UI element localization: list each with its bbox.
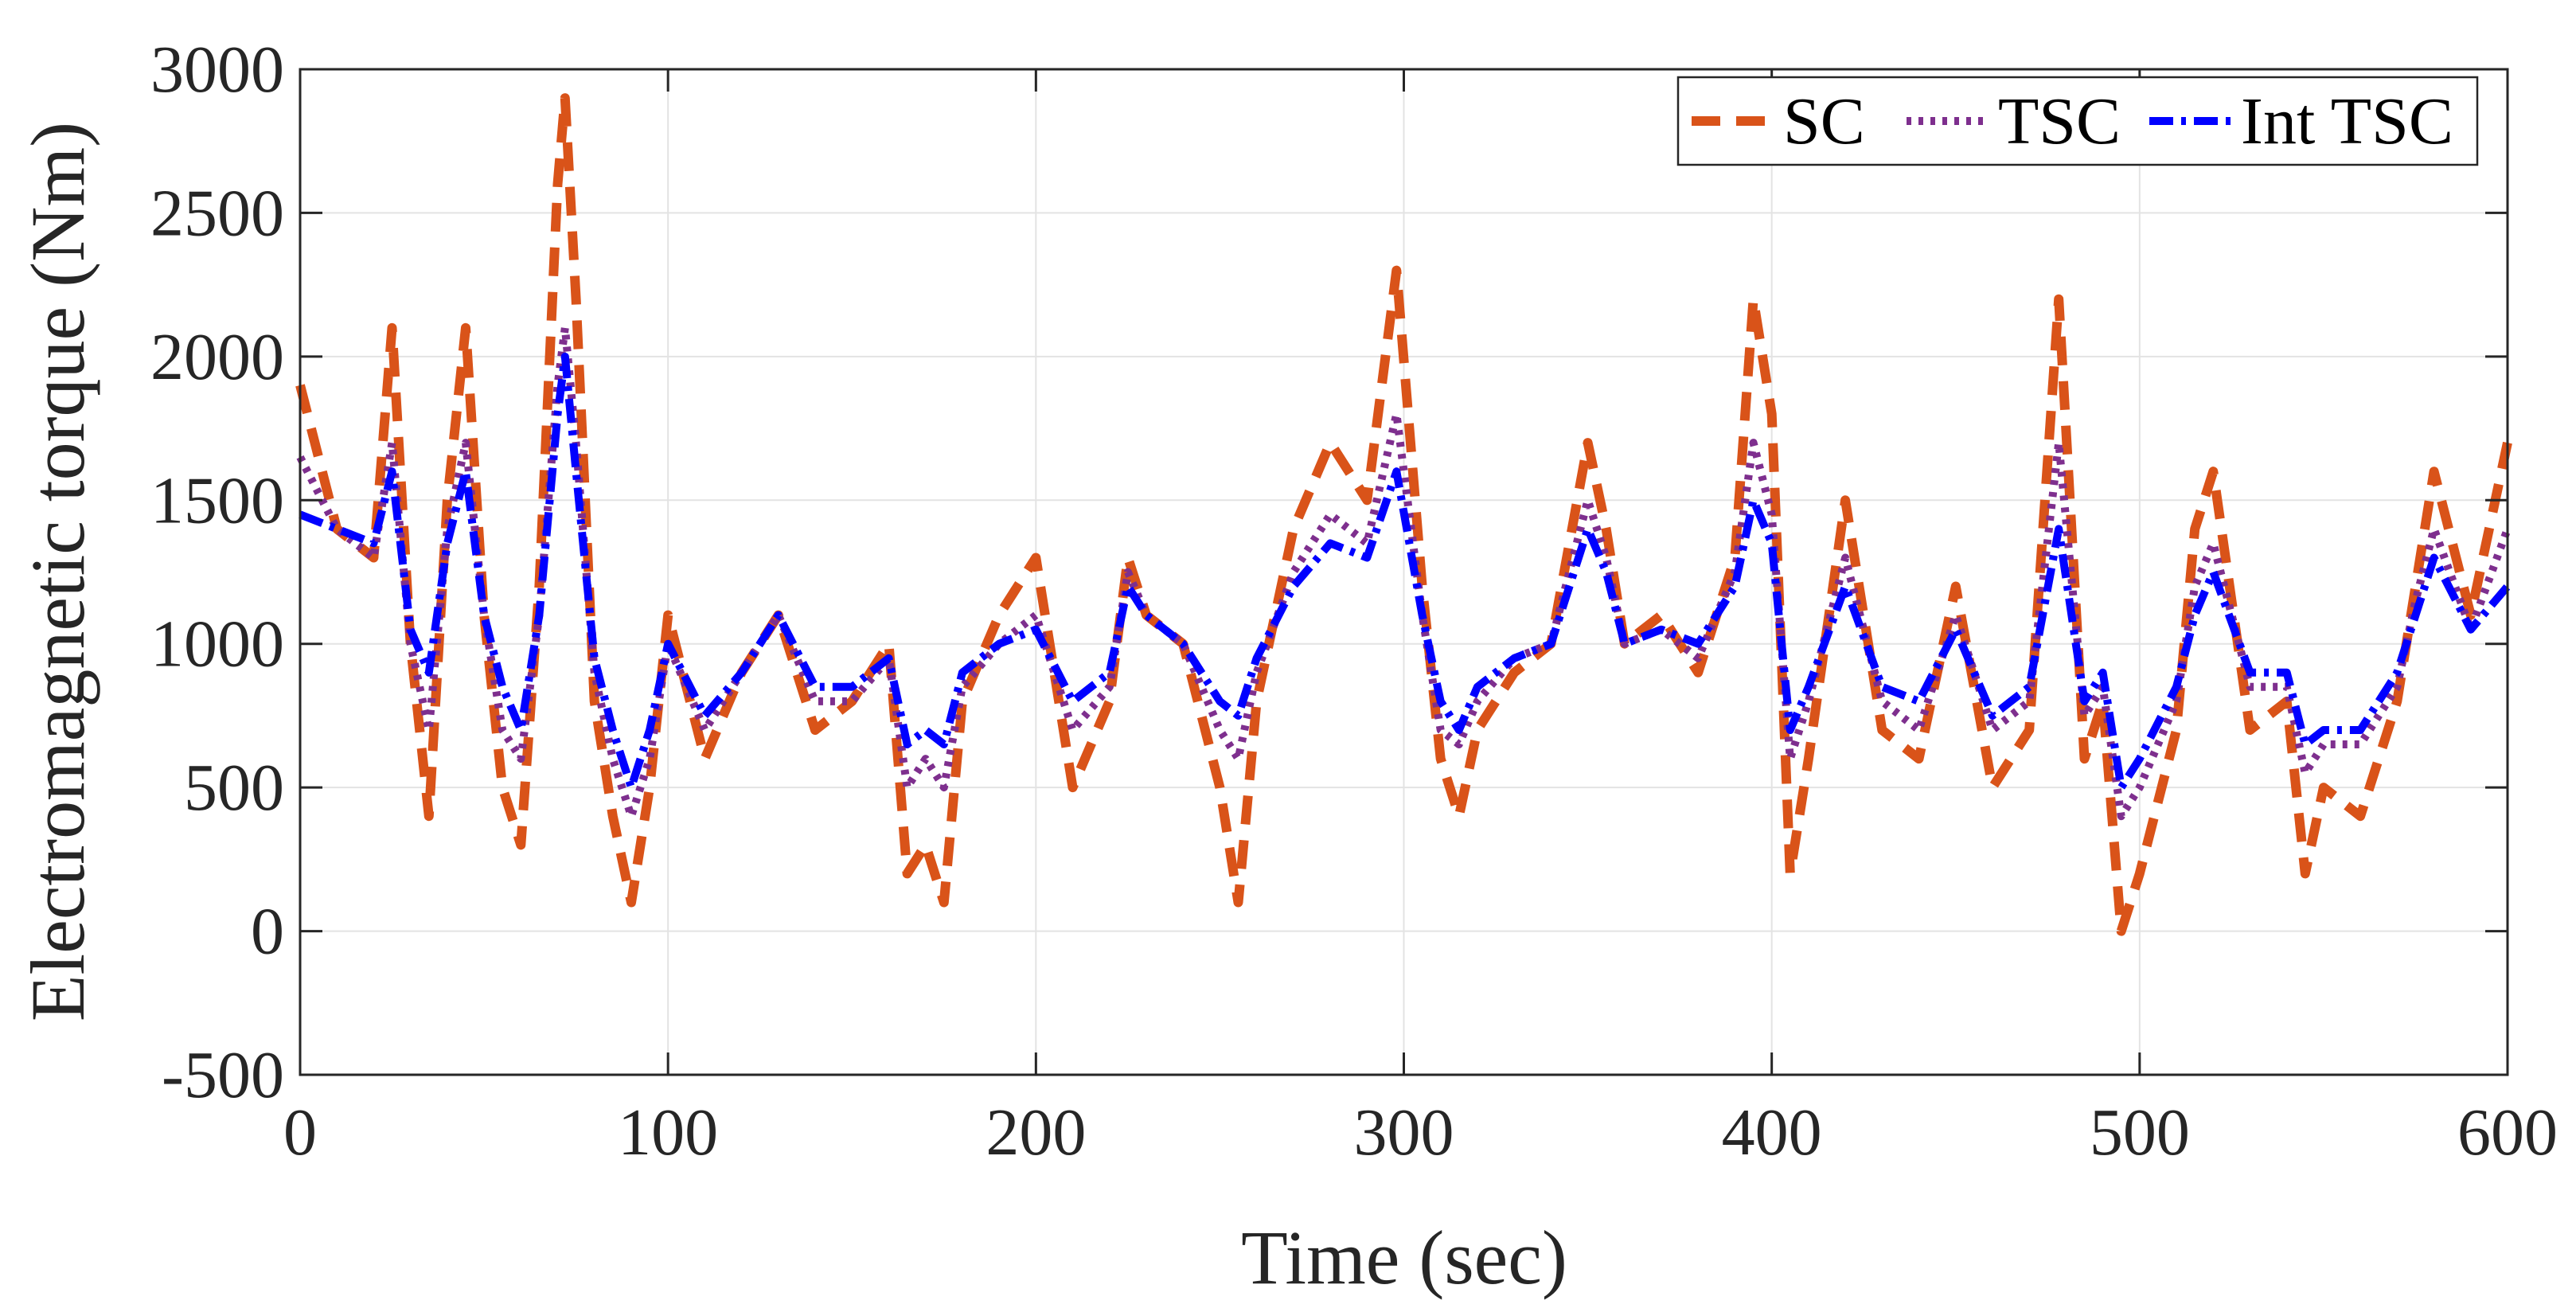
tick-labels: 0 100 200 300 400 500 600-50005001000150020002…: [150, 33, 2558, 1170]
y-tick-label: 500: [184, 751, 284, 825]
series-layer: [295, 93, 2512, 936]
legend-label-tsc: TSC: [1998, 84, 2121, 158]
x-tick-label: 600: [2457, 1095, 2558, 1170]
ticks: [299, 68, 2509, 1076]
x-tick-label: 100: [618, 1095, 718, 1170]
y-tick-label: 0: [251, 895, 284, 969]
series-line-sc: [295, 93, 2512, 936]
x-tick-label: 200: [986, 1095, 1086, 1170]
y-tick-label: 3000: [150, 33, 284, 107]
y-tick-label: 2500: [150, 176, 284, 250]
y-tick-label: 1500: [150, 463, 284, 537]
legend-label-sc: SC: [1783, 84, 1865, 158]
legend: SC TSC Int TSC: [1676, 76, 2479, 166]
legend-box: [1676, 76, 2479, 166]
y-tick-label: 1000: [150, 607, 284, 681]
series-line-int-tsc: [299, 352, 2511, 792]
x-tick-label: 400: [1722, 1095, 1822, 1170]
x-tick-label: 500: [2090, 1095, 2190, 1170]
x-tick-label: 0: [283, 1095, 317, 1170]
x-axis-label: Time (sec): [1241, 1215, 1567, 1300]
y-tick-label: 2000: [150, 320, 284, 394]
legend-label-int-tsc: Int TSC: [2241, 84, 2453, 158]
y-tick-label: -500: [162, 1038, 284, 1112]
x-tick-label: 300: [1354, 1095, 1454, 1170]
y-axis-label: Electromagnetic torque (Nm): [15, 122, 100, 1021]
